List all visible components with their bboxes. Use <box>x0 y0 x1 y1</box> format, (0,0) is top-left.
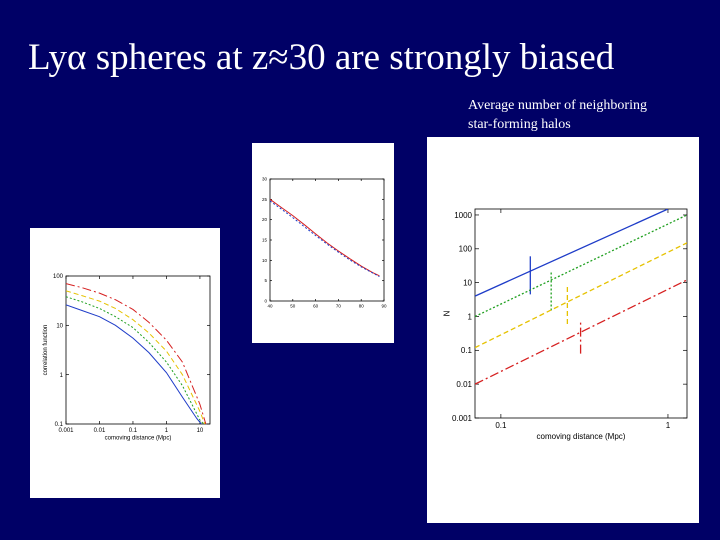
bias-x-tick-label: 60 <box>313 304 319 309</box>
neighbors-y-tick-label: 1000 <box>454 211 472 220</box>
neighbors-series-line-4 <box>475 279 687 385</box>
caption-line-1: Average number of neighboring <box>468 98 647 113</box>
bias-x-tick-label: 50 <box>290 304 296 309</box>
correlation-y-tick-label: 10 <box>56 323 63 329</box>
correlation-chart: 0.001 0.01 0.1 1 10 0.1 1 10 100 comoving distanc… <box>43 274 211 442</box>
neighbors-series-line-2 <box>475 214 687 318</box>
neighbors-x-tick-label: 0.1 <box>495 421 507 430</box>
caption-line-2: star-forming halos <box>468 117 571 132</box>
correlation-x-tick-label: 0.001 <box>58 428 74 434</box>
correlation-y-tick-label: 1 <box>60 373 64 379</box>
correlation-x-axis-label: comoving distance (Mpc) <box>105 436 172 442</box>
neighbors-series-line-1 <box>475 209 669 297</box>
correlation-series-line-1 <box>66 283 207 424</box>
bias-x-tick-label: 90 <box>381 304 387 309</box>
correlation-x-tick-label: 10 <box>197 428 204 434</box>
figure-caption: Average number of neighboring star-formi… <box>468 96 647 134</box>
bias-y-tick-label: 0 <box>264 299 267 304</box>
bias-y-tick-label: 5 <box>264 278 267 283</box>
neighbors-chart-panel: 0.1 1 0.001 0.01 0.1 1 10 100 1000 comoving dista… <box>427 137 699 523</box>
neighbors-y-tick-label: 0.001 <box>452 414 473 423</box>
bias-y-tick-label: 30 <box>262 177 268 182</box>
correlation-series-line-2 <box>66 290 206 424</box>
bias-series-line-2 <box>270 200 380 278</box>
neighbors-y-tick-label: 0.01 <box>456 380 472 389</box>
neighbors-y-tick-label: 10 <box>463 278 472 287</box>
neighbors-y-tick-label: 1 <box>468 312 473 321</box>
correlation-series-line-3 <box>66 296 205 424</box>
neighbors-plot-frame <box>474 208 688 419</box>
bias-x-tick-label: 80 <box>359 304 365 309</box>
bias-chart: 40 50 60 70 80 90 0 5 10 15 20 25 30 <box>262 177 387 309</box>
neighbors-chart: 0.1 1 0.001 0.01 0.1 1 10 100 1000 comoving dista… <box>442 208 688 441</box>
neighbors-x-tick-label: 1 <box>666 421 671 430</box>
bias-y-tick-label: 15 <box>262 238 268 243</box>
correlation-x-tick-label: 0.01 <box>94 428 106 434</box>
bias-plot-frame <box>269 178 385 302</box>
bias-y-tick-label: 20 <box>262 217 268 222</box>
correlation-y-tick-label: 100 <box>53 274 64 280</box>
correlation-y-tick-label: 0.1 <box>55 422 64 428</box>
correlation-series-line-4 <box>66 304 202 424</box>
bias-chart-panel: 40 50 60 70 80 90 0 5 10 15 20 25 30 <box>252 143 394 343</box>
bias-y-tick-label: 10 <box>262 258 268 263</box>
correlation-x-tick-label: 0.1 <box>129 428 138 434</box>
neighbors-x-axis-label: comoving distance (Mpc) <box>537 432 626 441</box>
slide-title: Lyα spheres at z≈30 are strongly biased <box>28 37 615 78</box>
bias-x-tick-label: 40 <box>267 304 273 309</box>
correlation-y-axis-label: correlation function <box>43 325 49 376</box>
neighbors-y-tick-label: 100 <box>459 245 473 254</box>
neighbors-y-axis-label: N <box>442 310 451 316</box>
neighbors-y-tick-label: 0.1 <box>461 346 473 355</box>
bias-series-line-1 <box>270 198 380 277</box>
correlation-plot-frame <box>65 275 211 425</box>
correlation-chart-panel: 0.001 0.01 0.1 1 10 0.1 1 10 100 comoving distanc… <box>30 228 220 498</box>
bias-y-tick-label: 25 <box>262 197 268 202</box>
correlation-x-tick-label: 1 <box>165 428 169 434</box>
bias-x-tick-label: 70 <box>336 304 342 309</box>
